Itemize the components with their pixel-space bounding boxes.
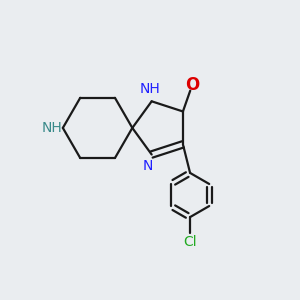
Text: O: O (185, 76, 200, 94)
Text: NH: NH (41, 121, 62, 135)
Text: NH: NH (140, 82, 160, 96)
Text: N: N (143, 159, 153, 173)
Text: Cl: Cl (183, 235, 197, 248)
